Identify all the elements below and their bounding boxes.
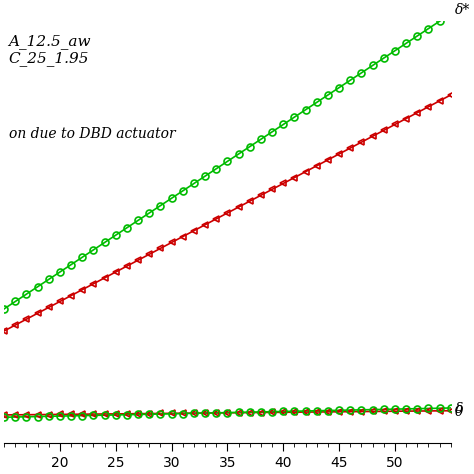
Text: δ: δ [455,401,464,416]
Text: A_12.5_aw
C_25_1.95: A_12.5_aw C_25_1.95 [9,34,91,66]
Text: δ*: δ* [455,3,471,17]
Text: θ: θ [455,405,464,419]
Text: on due to DBD actuator: on due to DBD actuator [9,127,175,141]
